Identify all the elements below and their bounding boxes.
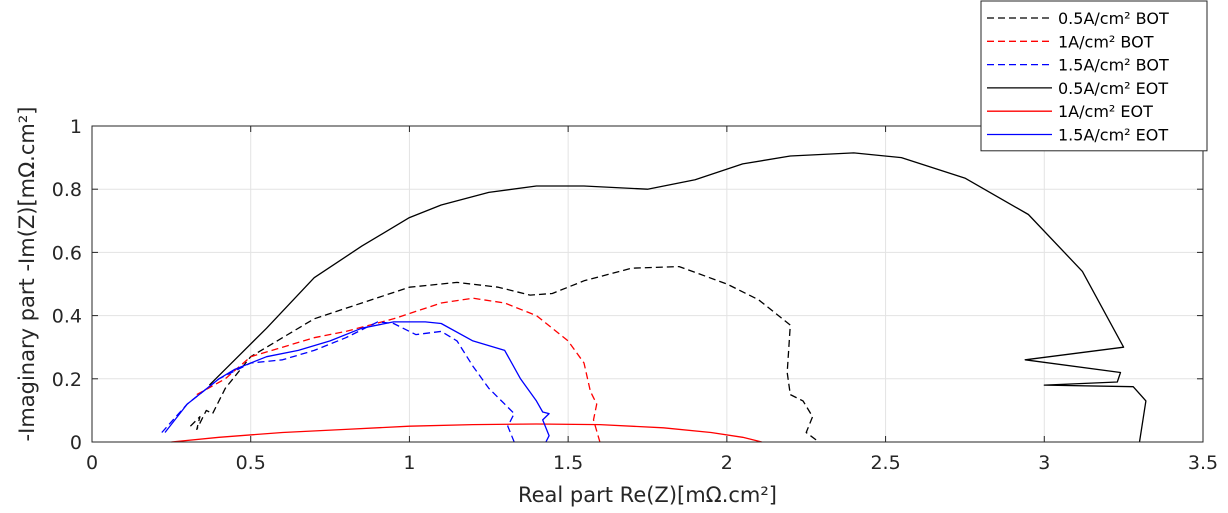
x-tick-label: 1	[403, 452, 415, 474]
x-axis-label: Real part Re(Z)[mΩ.cm²]	[518, 483, 777, 507]
x-tick-label: 0	[86, 452, 98, 474]
legend-label: 1.5A/cm² EOT	[1058, 126, 1168, 145]
legend: 0.5A/cm² BOT 1A/cm² BOT 1.5A/cm² BOT 0.5A/c…	[980, 0, 1208, 152]
y-tick-label: 0.4	[52, 306, 82, 328]
tick-labels: 0 0.5 1 1.5 2 2.5 3 3.5 0 0.2 0.4 0.6 0.8 1	[52, 116, 1218, 474]
legend-label: 0.5A/cm² EOT	[1058, 79, 1168, 98]
series-line-5	[171, 423, 762, 443]
series-line-3	[161, 321, 515, 443]
axis-ticks	[91, 125, 1204, 443]
y-tick-label: 0	[70, 432, 82, 454]
series-line-6	[164, 321, 550, 443]
y-tick-label: 0.6	[52, 242, 82, 264]
legend-box	[980, 0, 1208, 152]
x-tick-label: 0.5	[236, 452, 266, 474]
series-line-2	[196, 297, 601, 443]
legend-label: 1A/cm² EOT	[1058, 102, 1153, 121]
legend-label: 1A/cm² BOT	[1058, 32, 1154, 51]
series-line-4	[208, 152, 1147, 443]
legend-label: 0.5A/cm² BOT	[1058, 9, 1169, 28]
x-tick-label: 2	[721, 452, 733, 474]
x-tick-label: 3.5	[1188, 452, 1218, 474]
x-tick-label: 1.5	[553, 452, 583, 474]
x-tick-label: 2.5	[870, 452, 900, 474]
y-axis-label: -Imaginary part -Im(Z)[mΩ.cm²]	[15, 107, 39, 442]
y-tick-label: 0.8	[52, 179, 82, 201]
y-tick-label: 0.2	[52, 369, 82, 391]
grid-lines	[91, 125, 1204, 443]
series-line-1	[189, 265, 820, 443]
x-tick-label: 3	[1038, 452, 1050, 474]
series-group	[161, 152, 1147, 443]
y-tick-label: 1	[70, 116, 82, 138]
legend-label: 1.5A/cm² BOT	[1058, 56, 1169, 75]
plot-frame	[91, 125, 1204, 443]
